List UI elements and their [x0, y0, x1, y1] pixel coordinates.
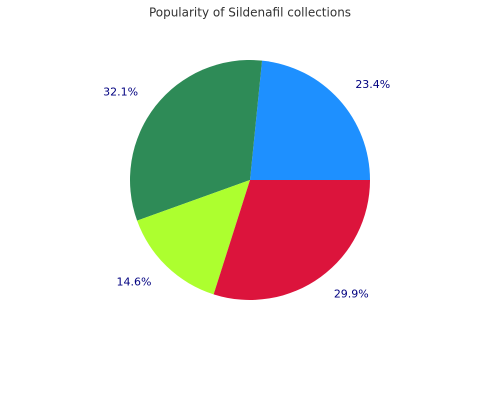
- pie-slice: [250, 60, 370, 180]
- data-label: 23.4%: [355, 78, 390, 91]
- chart-title: Popularity of Sildenafil collections: [149, 6, 351, 20]
- data-label: 14.6%: [117, 275, 152, 288]
- data-label: 32.1%: [103, 86, 138, 99]
- data-label: 29.9%: [334, 288, 369, 301]
- pie-slice: [137, 180, 250, 295]
- pie-slice: [213, 180, 370, 300]
- pie-slice: [130, 59, 263, 221]
